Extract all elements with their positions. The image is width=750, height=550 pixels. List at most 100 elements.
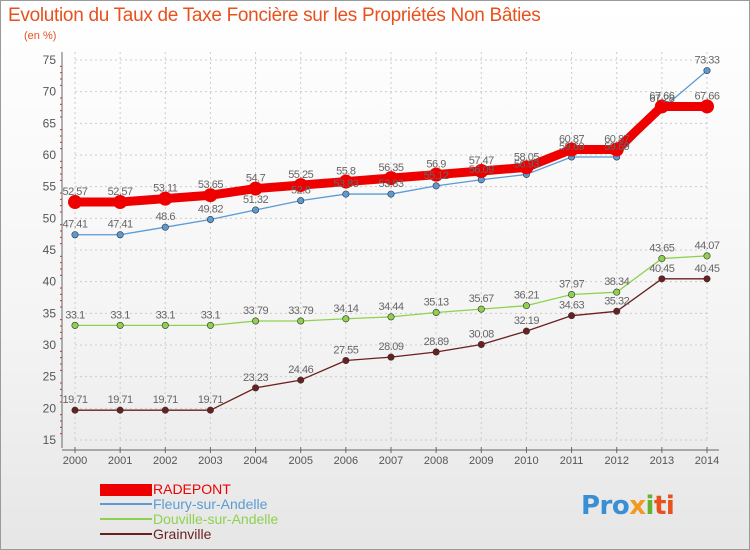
axes: 15 20 25 30 35 40 45 50 55 60 65 70 75 2000 2001 2002 20… bbox=[43, 52, 719, 467]
data-label: 54.7 bbox=[246, 173, 266, 185]
data-label: 52.57 bbox=[62, 186, 87, 198]
logo-part: i bbox=[645, 491, 655, 521]
data-point bbox=[522, 302, 530, 310]
data-labels: 52.57 52.57 53.11 53.65 54.7 55.25 55.8 56.35 56… bbox=[62, 55, 720, 407]
data-label: 34.44 bbox=[378, 301, 403, 313]
data-label: 34.63 bbox=[559, 300, 584, 312]
data-label: 40.45 bbox=[649, 263, 674, 275]
data-point bbox=[429, 167, 444, 182]
data-label: 60.87 bbox=[559, 133, 584, 145]
data-point bbox=[158, 191, 173, 206]
y-tick-label: 35 bbox=[43, 306, 57, 320]
data-point bbox=[297, 197, 305, 205]
x-tick-label: 2009 bbox=[469, 455, 493, 467]
data-label: 33.1 bbox=[65, 309, 85, 321]
y-tick-label: 15 bbox=[43, 433, 57, 447]
data-point bbox=[116, 321, 124, 329]
data-point bbox=[387, 190, 395, 198]
data-point bbox=[477, 305, 485, 313]
legend-swatch bbox=[100, 518, 152, 520]
data-point bbox=[203, 188, 218, 203]
data-point bbox=[293, 178, 308, 193]
data-label: 56.35 bbox=[378, 162, 403, 174]
data-label: 53.11 bbox=[153, 183, 178, 195]
y-tick-label: 50 bbox=[43, 211, 57, 225]
data-label: 67.66 bbox=[649, 90, 674, 102]
data-point bbox=[206, 321, 214, 329]
data-label: 55.25 bbox=[288, 169, 313, 181]
data-label: 55.8 bbox=[336, 166, 356, 178]
series-layer bbox=[68, 67, 714, 414]
data-point bbox=[71, 231, 79, 239]
legend-swatch bbox=[100, 503, 152, 505]
x-tick-label: 2004 bbox=[243, 455, 267, 467]
x-tick-label: 2008 bbox=[424, 455, 448, 467]
logo-part: Pro bbox=[581, 491, 630, 521]
data-point bbox=[703, 275, 711, 283]
data-label: 35.67 bbox=[469, 293, 494, 305]
data-point bbox=[252, 384, 260, 392]
data-point bbox=[342, 357, 350, 365]
data-point bbox=[342, 190, 350, 198]
y-tick-label: 70 bbox=[43, 85, 57, 99]
x-tick-label: 2012 bbox=[604, 455, 628, 467]
legend-label: Douville-sur-Andelle bbox=[153, 511, 279, 527]
chart-title: Evolution du Taux de Taxe Foncière sur l… bbox=[8, 5, 541, 26]
y-tick-label: 55 bbox=[43, 180, 57, 194]
data-label: 48.6 bbox=[156, 211, 176, 223]
data-point bbox=[703, 252, 711, 260]
data-label: 30.08 bbox=[469, 328, 494, 340]
data-label: 35.32 bbox=[604, 295, 629, 307]
data-label: 38.34 bbox=[604, 276, 629, 288]
data-point bbox=[568, 291, 576, 299]
data-point bbox=[68, 195, 82, 210]
data-label: 36.21 bbox=[514, 290, 539, 302]
data-label: 32.19 bbox=[514, 315, 539, 327]
data-point bbox=[116, 406, 124, 414]
data-point bbox=[387, 313, 395, 321]
grid-lines bbox=[74, 52, 708, 441]
y-tick-label: 65 bbox=[43, 116, 57, 130]
data-label: 52.8 bbox=[291, 185, 311, 197]
data-label: 67.66 bbox=[694, 90, 719, 102]
y-tick-label: 45 bbox=[43, 243, 57, 257]
data-point bbox=[432, 182, 440, 190]
legend-label: RADEPONT bbox=[153, 481, 231, 497]
data-label: 56.9 bbox=[426, 159, 446, 171]
data-label: 43.65 bbox=[649, 243, 674, 255]
data-point bbox=[387, 353, 395, 361]
data-point bbox=[658, 275, 666, 283]
data-label: 58.05 bbox=[514, 151, 539, 163]
x-tick-label: 2011 bbox=[560, 455, 584, 467]
data-label: 59.69 bbox=[604, 141, 629, 153]
data-point bbox=[297, 376, 305, 384]
legend-swatch bbox=[100, 484, 152, 496]
data-point bbox=[71, 321, 79, 329]
data-label: 57.47 bbox=[469, 155, 494, 167]
legend-label: Fleury-sur-Andelle bbox=[153, 496, 268, 512]
data-point bbox=[116, 231, 124, 239]
data-label: 60.87 bbox=[604, 133, 629, 145]
logo-part: ti bbox=[653, 491, 675, 521]
data-point bbox=[564, 142, 579, 157]
data-label: 33.1 bbox=[201, 309, 221, 321]
data-point bbox=[113, 195, 128, 210]
data-label: 33.1 bbox=[110, 309, 130, 321]
data-label: 47.41 bbox=[62, 219, 87, 231]
data-label: 37.97 bbox=[559, 279, 584, 291]
x-tick-label: 2006 bbox=[334, 455, 358, 467]
data-point bbox=[703, 67, 711, 75]
data-label: 19.71 bbox=[62, 394, 87, 406]
x-tick-label: 2003 bbox=[198, 455, 222, 467]
data-label: 23.23 bbox=[243, 372, 268, 384]
data-point bbox=[700, 99, 714, 114]
y-tick-label: 20 bbox=[43, 401, 57, 415]
data-label: 27.55 bbox=[333, 345, 358, 357]
data-label: 19.71 bbox=[108, 394, 133, 406]
x-tick-label: 2007 bbox=[379, 455, 403, 467]
y-tick-label: 30 bbox=[43, 338, 57, 352]
data-point bbox=[252, 317, 260, 325]
legend-label: Grainville bbox=[153, 526, 212, 542]
data-point bbox=[384, 171, 398, 186]
